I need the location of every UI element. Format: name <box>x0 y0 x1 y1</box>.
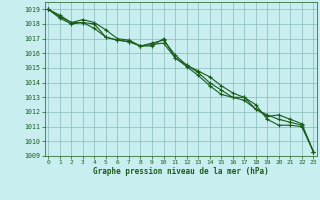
X-axis label: Graphe pression niveau de la mer (hPa): Graphe pression niveau de la mer (hPa) <box>93 167 269 176</box>
